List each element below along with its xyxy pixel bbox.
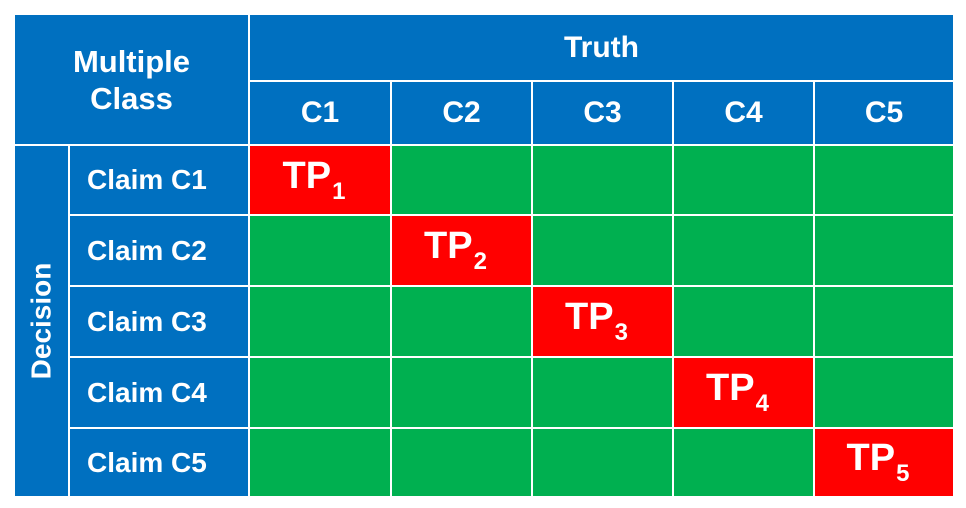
column-header-c4: C4 bbox=[674, 82, 813, 144]
matrix-cell bbox=[674, 146, 813, 214]
row-header-5: Claim C5 bbox=[70, 429, 248, 496]
true-positive-cell: TP3 bbox=[533, 287, 672, 356]
row-header-label: Claim C3 bbox=[87, 305, 207, 337]
tp-label: TP3 bbox=[565, 296, 628, 346]
row-header-4: Claim C4 bbox=[70, 358, 248, 427]
row-header-3: Claim C3 bbox=[70, 287, 248, 356]
column-header-c3: C3 bbox=[533, 82, 672, 144]
matrix-cell bbox=[533, 146, 672, 214]
tp-subscript: 2 bbox=[473, 248, 487, 275]
column-header-c2: C2 bbox=[392, 82, 531, 144]
matrix-cell bbox=[815, 358, 953, 427]
corner-header: Multiple Class bbox=[15, 15, 248, 144]
row-header-label: Claim C5 bbox=[87, 446, 207, 478]
decision-header: Decision bbox=[15, 146, 68, 496]
corner-label-line1: Multiple bbox=[72, 43, 191, 79]
row-header-2: Claim C2 bbox=[70, 216, 248, 285]
matrix-cell bbox=[815, 287, 953, 356]
row-header-label: Claim C1 bbox=[87, 164, 207, 195]
corner-label: Multiple Class bbox=[73, 43, 190, 117]
matrix-cell bbox=[815, 146, 953, 214]
true-positive-cell: TP2 bbox=[392, 216, 531, 285]
tp-label: TP4 bbox=[706, 367, 769, 417]
row-header-label: Claim C2 bbox=[87, 234, 207, 266]
corner-label-line2: Class bbox=[90, 80, 173, 116]
truth-header: Truth bbox=[250, 15, 953, 80]
matrix-cell bbox=[674, 429, 813, 496]
matrix-cell bbox=[392, 358, 531, 427]
tp-subscript: 4 bbox=[755, 390, 769, 417]
tp-subscript: 3 bbox=[614, 319, 628, 346]
matrix-cell bbox=[815, 216, 953, 285]
row-header-label: Claim C4 bbox=[87, 376, 207, 408]
tp-label: TP2 bbox=[424, 225, 487, 275]
matrix-cell bbox=[250, 216, 390, 285]
matrix-cell bbox=[533, 216, 672, 285]
tp-label: TP5 bbox=[846, 437, 910, 487]
true-positive-cell: TP1 bbox=[250, 146, 390, 214]
matrix-cell bbox=[250, 287, 390, 356]
matrix-cell bbox=[392, 146, 531, 214]
column-header-c1: C1 bbox=[250, 82, 390, 144]
decision-label: Decision bbox=[25, 262, 57, 380]
tp-subscript: 5 bbox=[896, 460, 910, 487]
matrix-cell bbox=[533, 429, 672, 496]
matrix-cell bbox=[674, 287, 813, 356]
true-positive-cell: TP4 bbox=[674, 358, 813, 427]
column-header-label: C3 bbox=[583, 96, 622, 129]
truth-label: Truth bbox=[564, 30, 639, 64]
tp-subscript: 1 bbox=[332, 177, 346, 205]
column-header-label: C5 bbox=[864, 96, 904, 129]
tp-label: TP1 bbox=[282, 154, 346, 205]
column-header-label: C1 bbox=[300, 96, 340, 129]
matrix-cell bbox=[250, 429, 390, 496]
matrix-cell bbox=[674, 216, 813, 285]
row-header-1: Claim C1 bbox=[70, 146, 248, 214]
column-header-label: C2 bbox=[442, 96, 481, 129]
true-positive-cell: TP5 bbox=[815, 429, 953, 496]
column-header-label: C4 bbox=[724, 96, 763, 129]
matrix-cell bbox=[392, 429, 531, 496]
column-header-c5: C5 bbox=[815, 82, 953, 144]
matrix-cell bbox=[250, 358, 390, 427]
matrix-cell bbox=[533, 358, 672, 427]
matrix-cell bbox=[392, 287, 531, 356]
